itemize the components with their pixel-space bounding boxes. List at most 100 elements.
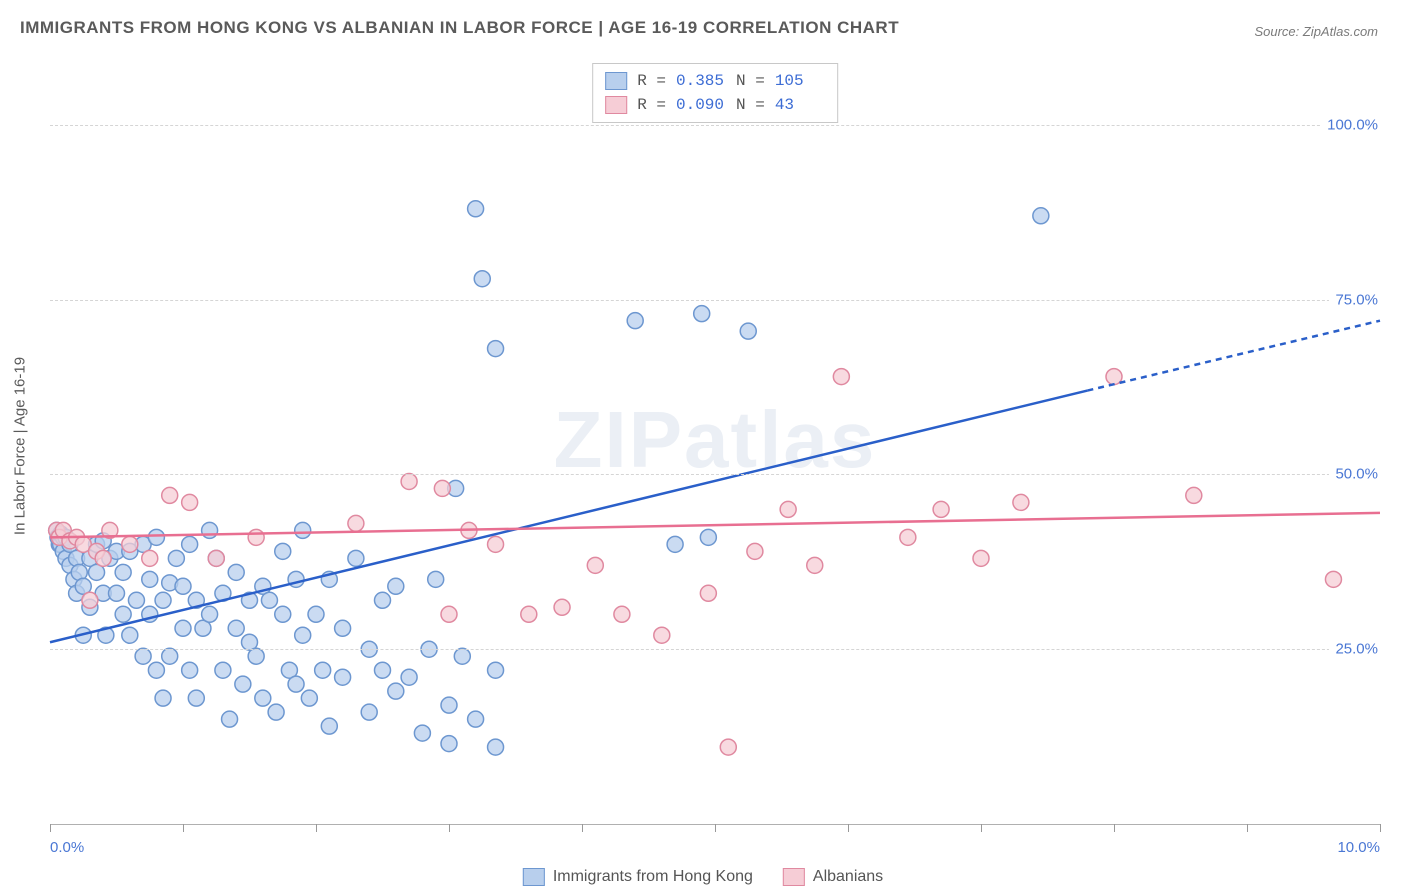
x-tick [449, 824, 450, 832]
data-point [202, 522, 218, 538]
y-tick-label: 75.0% [1329, 291, 1384, 308]
data-point [348, 550, 364, 566]
data-point [667, 536, 683, 552]
source-label: Source: ZipAtlas.com [1254, 24, 1378, 39]
data-point [202, 606, 218, 622]
trend-line [1087, 321, 1380, 391]
data-point [168, 550, 184, 566]
data-point [587, 557, 603, 573]
data-point [295, 522, 311, 538]
data-point [175, 578, 191, 594]
data-point [375, 662, 391, 678]
data-point [255, 690, 271, 706]
x-tick [848, 824, 849, 832]
data-point [135, 648, 151, 664]
data-point [162, 648, 178, 664]
data-point [248, 529, 264, 545]
data-point [488, 536, 504, 552]
data-point [614, 606, 630, 622]
data-point [401, 669, 417, 685]
data-point [434, 480, 450, 496]
data-point [82, 592, 98, 608]
legend-swatch-icon [523, 868, 545, 886]
data-point [348, 515, 364, 531]
data-point [720, 739, 736, 755]
data-point [188, 690, 204, 706]
data-point [142, 550, 158, 566]
data-point [388, 683, 404, 699]
legend-n-value: 105 [775, 69, 825, 93]
x-tick [1114, 824, 1115, 832]
legend-r-label: R = [637, 93, 666, 117]
data-point [833, 369, 849, 385]
data-point [428, 571, 444, 587]
data-point [454, 648, 470, 664]
x-tick [715, 824, 716, 832]
data-point [155, 592, 171, 608]
data-point [1033, 208, 1049, 224]
x-tick [1247, 824, 1248, 832]
gridline [50, 300, 1380, 301]
data-point [700, 585, 716, 601]
data-point [388, 578, 404, 594]
data-point [401, 473, 417, 489]
data-point [95, 550, 111, 566]
data-point [694, 306, 710, 322]
gridline [50, 125, 1380, 126]
data-point [361, 704, 377, 720]
data-point [268, 704, 284, 720]
legend-n-value: 43 [775, 93, 825, 117]
data-point [654, 627, 670, 643]
plot-area: ZIPatlas R = 0.385 N = 105 R = 0.090 N =… [50, 55, 1380, 825]
data-point [182, 662, 198, 678]
legend-n-label: N = [736, 69, 765, 93]
legend-r-label: R = [637, 69, 666, 93]
legend-swatch-icon [783, 868, 805, 886]
series-legend: Immigrants from Hong Kong Albanians [523, 868, 883, 886]
legend-item: Immigrants from Hong Kong [523, 868, 753, 886]
data-point [468, 201, 484, 217]
y-tick-label: 100.0% [1321, 116, 1384, 133]
data-point [1325, 571, 1341, 587]
data-point [122, 627, 138, 643]
data-point [308, 606, 324, 622]
legend-r-value: 0.385 [676, 69, 726, 93]
data-point [780, 501, 796, 517]
legend-item: Albanians [783, 868, 883, 886]
data-point [228, 564, 244, 580]
data-point [933, 501, 949, 517]
data-point [222, 711, 238, 727]
data-point [1186, 487, 1202, 503]
data-point [488, 662, 504, 678]
data-point [321, 718, 337, 734]
x-tick [1380, 824, 1381, 832]
legend-row: R = 0.385 N = 105 [605, 69, 825, 93]
data-point [375, 592, 391, 608]
data-point [182, 494, 198, 510]
data-point [301, 690, 317, 706]
data-point [1013, 494, 1029, 510]
x-tick-label: 10.0% [1337, 839, 1380, 856]
legend-label: Albanians [813, 868, 883, 886]
data-point [441, 606, 457, 622]
data-point [335, 620, 351, 636]
data-point [182, 536, 198, 552]
data-point [554, 599, 570, 615]
x-tick [183, 824, 184, 832]
data-point [228, 620, 244, 636]
data-point [335, 669, 351, 685]
data-point [162, 487, 178, 503]
x-tick [582, 824, 583, 832]
data-point [488, 739, 504, 755]
data-point [740, 323, 756, 339]
data-point [627, 313, 643, 329]
chart-svg [50, 55, 1380, 824]
legend-swatch-icon [605, 96, 627, 114]
data-point [288, 676, 304, 692]
data-point [248, 648, 264, 664]
y-tick-label: 50.0% [1329, 466, 1384, 483]
data-point [175, 620, 191, 636]
y-axis-title: In Labor Force | Age 16-19 [12, 357, 29, 535]
data-point [115, 564, 131, 580]
x-tick [316, 824, 317, 832]
